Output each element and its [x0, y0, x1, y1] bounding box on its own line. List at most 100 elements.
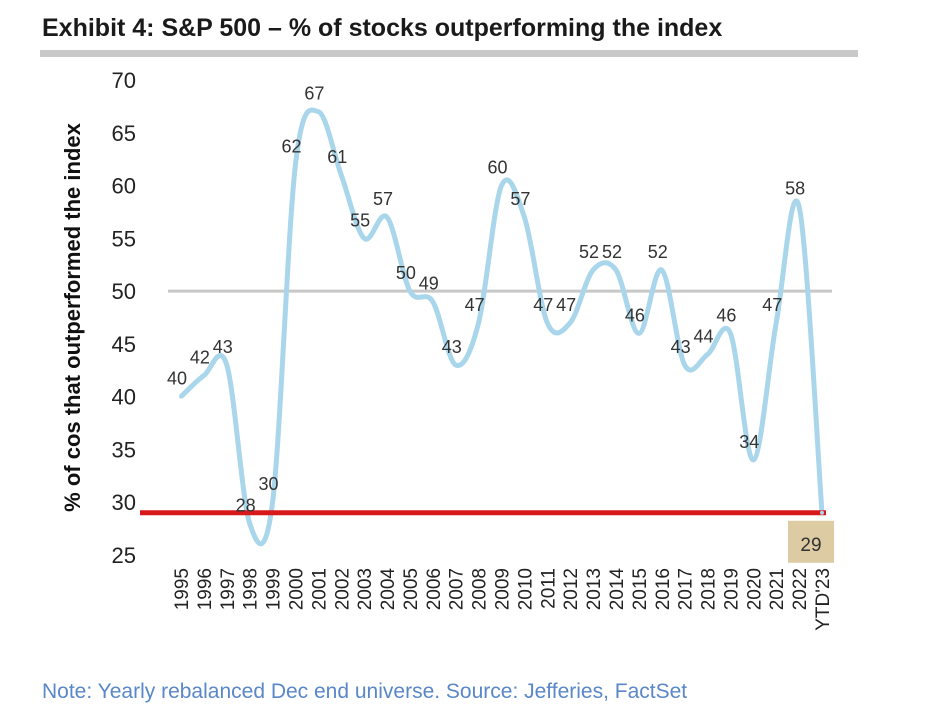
x-tick-label: 2018 — [699, 568, 720, 610]
data-point — [385, 215, 390, 220]
data-point — [613, 268, 618, 272]
x-tick-label: 2011 — [538, 568, 559, 609]
data-label: 47 — [533, 295, 553, 315]
y-tick-label: 70 — [112, 68, 136, 93]
x-tick-label: 2022 — [790, 568, 811, 610]
data-label: 55 — [350, 210, 370, 230]
data-label: 50 — [396, 263, 416, 283]
data-point — [568, 320, 573, 325]
data-point — [728, 331, 733, 336]
y-tick-label: 25 — [112, 543, 136, 568]
data-label: 34 — [739, 432, 759, 452]
y-axis-label: % of cos that outperformed the index — [60, 122, 85, 511]
x-tick-label: 2015 — [630, 568, 651, 610]
x-tick-label: 2001 — [309, 568, 330, 610]
chart-title: Exhibit 4: S&P 500 – % of stocks outperf… — [42, 14, 723, 42]
data-point — [591, 268, 596, 272]
data-label: 46 — [625, 305, 645, 325]
data-label: 47 — [556, 295, 576, 315]
data-point — [339, 173, 344, 177]
data-label: 46 — [716, 305, 736, 325]
data-point — [224, 363, 229, 367]
data-label: 57 — [510, 189, 530, 209]
data-label: 62 — [281, 136, 301, 156]
data-point — [751, 458, 756, 462]
data-point — [499, 183, 504, 188]
data-label: 52 — [579, 242, 599, 262]
data-label: 52 — [648, 242, 668, 262]
x-tick-label: 2007 — [447, 568, 468, 610]
data-point — [293, 162, 298, 167]
x-tick-label: 2005 — [401, 568, 422, 610]
data-label: 57 — [373, 189, 393, 209]
x-tick-label: 2003 — [355, 568, 376, 610]
data-label: 49 — [419, 274, 439, 294]
x-tick-label: 2021 — [767, 568, 788, 610]
source-note: Note: Yearly rebalanced Dec end universe… — [42, 680, 688, 703]
x-tick-label: 2013 — [584, 568, 605, 610]
data-point — [659, 268, 664, 272]
y-tick-label: 50 — [112, 279, 136, 304]
x-tick-label: 2010 — [515, 568, 536, 610]
x-tick-label: 2014 — [607, 568, 628, 611]
data-point — [774, 320, 779, 325]
x-tick-label: 1998 — [241, 568, 262, 610]
data-point — [705, 352, 710, 357]
data-label: 47 — [762, 295, 782, 315]
data-label: 40 — [167, 369, 187, 389]
y-tick-label: 65 — [112, 121, 136, 146]
x-tick-label: 2017 — [676, 568, 697, 610]
x-tick-label: 1996 — [195, 568, 216, 610]
data-label: 30 — [259, 474, 279, 494]
y-tick-label: 30 — [112, 490, 136, 515]
data-point — [201, 373, 206, 378]
x-tick-label: 1997 — [218, 568, 239, 610]
data-point — [362, 236, 367, 241]
series-line — [179, 107, 825, 547]
x-tick-label: 2006 — [424, 568, 445, 610]
data-point — [545, 320, 550, 325]
x-tick-label: 2002 — [332, 568, 353, 610]
data-point — [247, 521, 252, 526]
data-point — [636, 331, 641, 336]
x-tick-label: 1995 — [172, 568, 193, 610]
data-point — [453, 363, 458, 367]
data-label: 47 — [465, 295, 485, 315]
x-tick-label: 2004 — [378, 568, 399, 611]
y-tick-label: 45 — [112, 332, 136, 357]
x-tick-label: 1999 — [264, 568, 285, 610]
x-tick-label: 2000 — [286, 568, 307, 610]
data-point — [476, 320, 481, 325]
data-label: 44 — [694, 326, 714, 346]
title-underline — [40, 50, 858, 57]
data-point — [682, 363, 687, 367]
data-label: 67 — [304, 84, 324, 104]
x-tick-label: 2020 — [744, 568, 765, 610]
data-point — [820, 510, 824, 515]
data-point — [430, 299, 435, 304]
y-tick-label: 60 — [112, 174, 136, 199]
y-tick-label: 40 — [112, 385, 136, 410]
data-point — [797, 204, 802, 209]
data-label: 52 — [602, 242, 622, 262]
y-tick-label: 55 — [112, 226, 136, 251]
x-tick-label: 2019 — [721, 568, 742, 610]
data-label: 61 — [327, 147, 347, 167]
data-label: 43 — [671, 337, 691, 357]
data-point — [522, 215, 527, 220]
data-label: 42 — [190, 348, 210, 368]
data-label: 29 — [800, 535, 821, 556]
data-point — [316, 109, 321, 114]
data-label: 58 — [785, 179, 805, 199]
x-tick-label: 2008 — [470, 568, 491, 610]
highlight-label-box — [788, 520, 834, 563]
data-point — [407, 289, 412, 294]
data-point — [179, 394, 183, 399]
data-label: 43 — [442, 337, 462, 357]
data-label: 60 — [487, 158, 507, 178]
data-label: 43 — [213, 337, 233, 357]
data-point — [270, 500, 275, 505]
x-tick-label: 2012 — [561, 568, 582, 610]
x-tick-label: YTD'23 — [813, 568, 834, 631]
